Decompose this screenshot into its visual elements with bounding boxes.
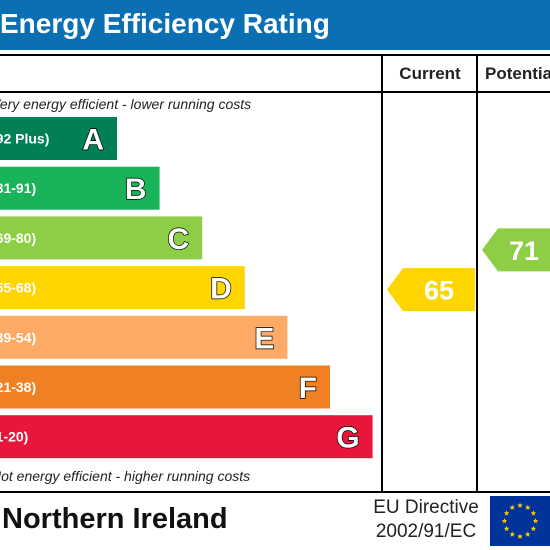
chart-title: Energy Efficiency Rating <box>0 8 330 39</box>
eu-star-icon <box>517 502 523 508</box>
footer-region: Northern Ireland <box>2 503 228 535</box>
top-note: Very energy efficient - lower running co… <box>0 96 251 112</box>
band-letter-g: G <box>336 422 359 455</box>
band-f: (21-38) F <box>0 365 330 409</box>
band-g: (1-20) G <box>0 415 373 459</box>
band-range-c: (69-80) <box>0 230 36 246</box>
eu-star-icon <box>530 510 537 516</box>
epc-chart: Current Potential Very energy efficient … <box>0 54 550 493</box>
eu-star-icon <box>524 531 531 537</box>
band-letter-c: C <box>168 223 190 256</box>
current-rating-arrow <box>387 268 475 312</box>
chart-frame <box>0 54 550 493</box>
directive-line-2: 2002/91/EC <box>375 521 477 542</box>
band-letter-d: D <box>210 273 232 306</box>
band-c: (69-80) C <box>0 216 203 260</box>
footer-directive: EU Directive 2002/91/EC <box>367 496 485 544</box>
band-bar-f <box>0 365 330 409</box>
potential-rating-value: 71 <box>509 236 539 266</box>
eu-star-icon <box>503 510 510 516</box>
eu-star-icon <box>509 504 516 510</box>
rating-indicators: 65 71 <box>387 228 550 312</box>
band-b: (81-91) B <box>0 166 160 210</box>
band-bar-g <box>0 415 373 459</box>
band-letter-b: B <box>125 173 147 206</box>
band-bar-c <box>0 216 203 260</box>
eu-flag-stars <box>501 502 539 539</box>
band-letter-e: E <box>254 322 274 355</box>
band-range-g: (1-20) <box>0 429 28 445</box>
eu-star-icon <box>524 504 531 510</box>
band-range-e: (39-54) <box>0 329 36 345</box>
band-d: (55-68) D <box>0 266 245 310</box>
bottom-note: Not energy efficient - higher running co… <box>0 468 250 484</box>
band-bar-d <box>0 266 245 310</box>
band-bar-a <box>0 117 117 160</box>
band-range-b: (81-91) <box>0 180 36 196</box>
current-rating-value: 65 <box>424 276 454 306</box>
potential-rating-arrow <box>482 228 550 272</box>
eu-star-icon <box>503 525 510 532</box>
eu-star-icon <box>532 518 539 524</box>
eu-flag-icon <box>490 496 550 546</box>
eu-star-icon <box>501 518 508 524</box>
header-bar: Energy Efficiency Rating <box>0 0 550 50</box>
column-header-potential: Potential <box>485 64 550 83</box>
band-range-a: (92 Plus) <box>0 131 49 147</box>
band-e: (39-54) E <box>0 315 288 359</box>
band-letter-f: F <box>299 372 317 405</box>
band-bars: (92 Plus) A (81-91) B (69-80) C (55-68) D (39-54… <box>0 117 373 459</box>
potential-rating: 71 <box>482 228 550 272</box>
eu-star-icon <box>530 525 537 532</box>
eu-star-icon <box>517 533 523 539</box>
band-bar-e <box>0 315 288 359</box>
band-range-d: (55-68) <box>0 280 36 296</box>
band-bar-b <box>0 166 160 210</box>
band-a: (92 Plus) A <box>0 117 117 160</box>
column-header-current: Current <box>399 64 461 83</box>
band-letter-a: A <box>82 124 104 157</box>
band-range-f: (21-38) <box>0 379 36 395</box>
current-rating: 65 <box>387 268 475 312</box>
directive-line-1: EU Directive <box>373 497 479 518</box>
eu-star-icon <box>509 531 516 537</box>
